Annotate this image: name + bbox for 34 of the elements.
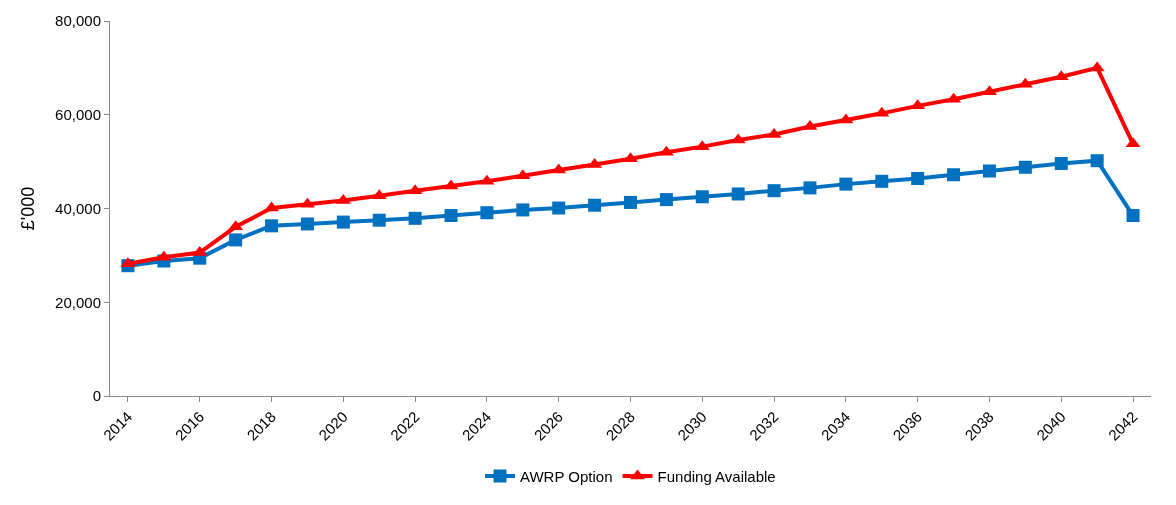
point <box>588 198 602 212</box>
y-axis-title: £'000 <box>18 186 39 231</box>
point <box>1018 160 1032 174</box>
point <box>336 215 350 229</box>
point <box>767 184 781 198</box>
point <box>372 213 386 227</box>
y-tick-label: 20,000 <box>55 293 101 311</box>
point <box>875 174 889 188</box>
y-tick-label: 80,000 <box>55 12 101 30</box>
point <box>911 172 925 185</box>
point <box>695 190 709 204</box>
point <box>1126 209 1140 223</box>
point <box>1090 154 1104 168</box>
point <box>229 233 243 247</box>
point <box>480 206 494 220</box>
point <box>803 181 817 195</box>
point <box>947 168 961 182</box>
legend-label: Funding Available <box>657 467 776 485</box>
point <box>982 164 996 178</box>
point <box>1054 157 1068 170</box>
legend-label: AWRP Option <box>520 467 613 485</box>
point <box>659 193 673 207</box>
y-tick-label: 40,000 <box>55 199 101 217</box>
point <box>408 211 422 225</box>
point <box>300 217 314 231</box>
point <box>624 195 637 209</box>
point <box>516 203 530 217</box>
y-tick-label: 60,000 <box>55 106 101 123</box>
point <box>552 201 566 215</box>
y-tick-label: 0 <box>92 387 101 405</box>
point <box>731 187 745 201</box>
point <box>839 177 853 191</box>
point <box>444 209 458 223</box>
point <box>265 219 279 233</box>
